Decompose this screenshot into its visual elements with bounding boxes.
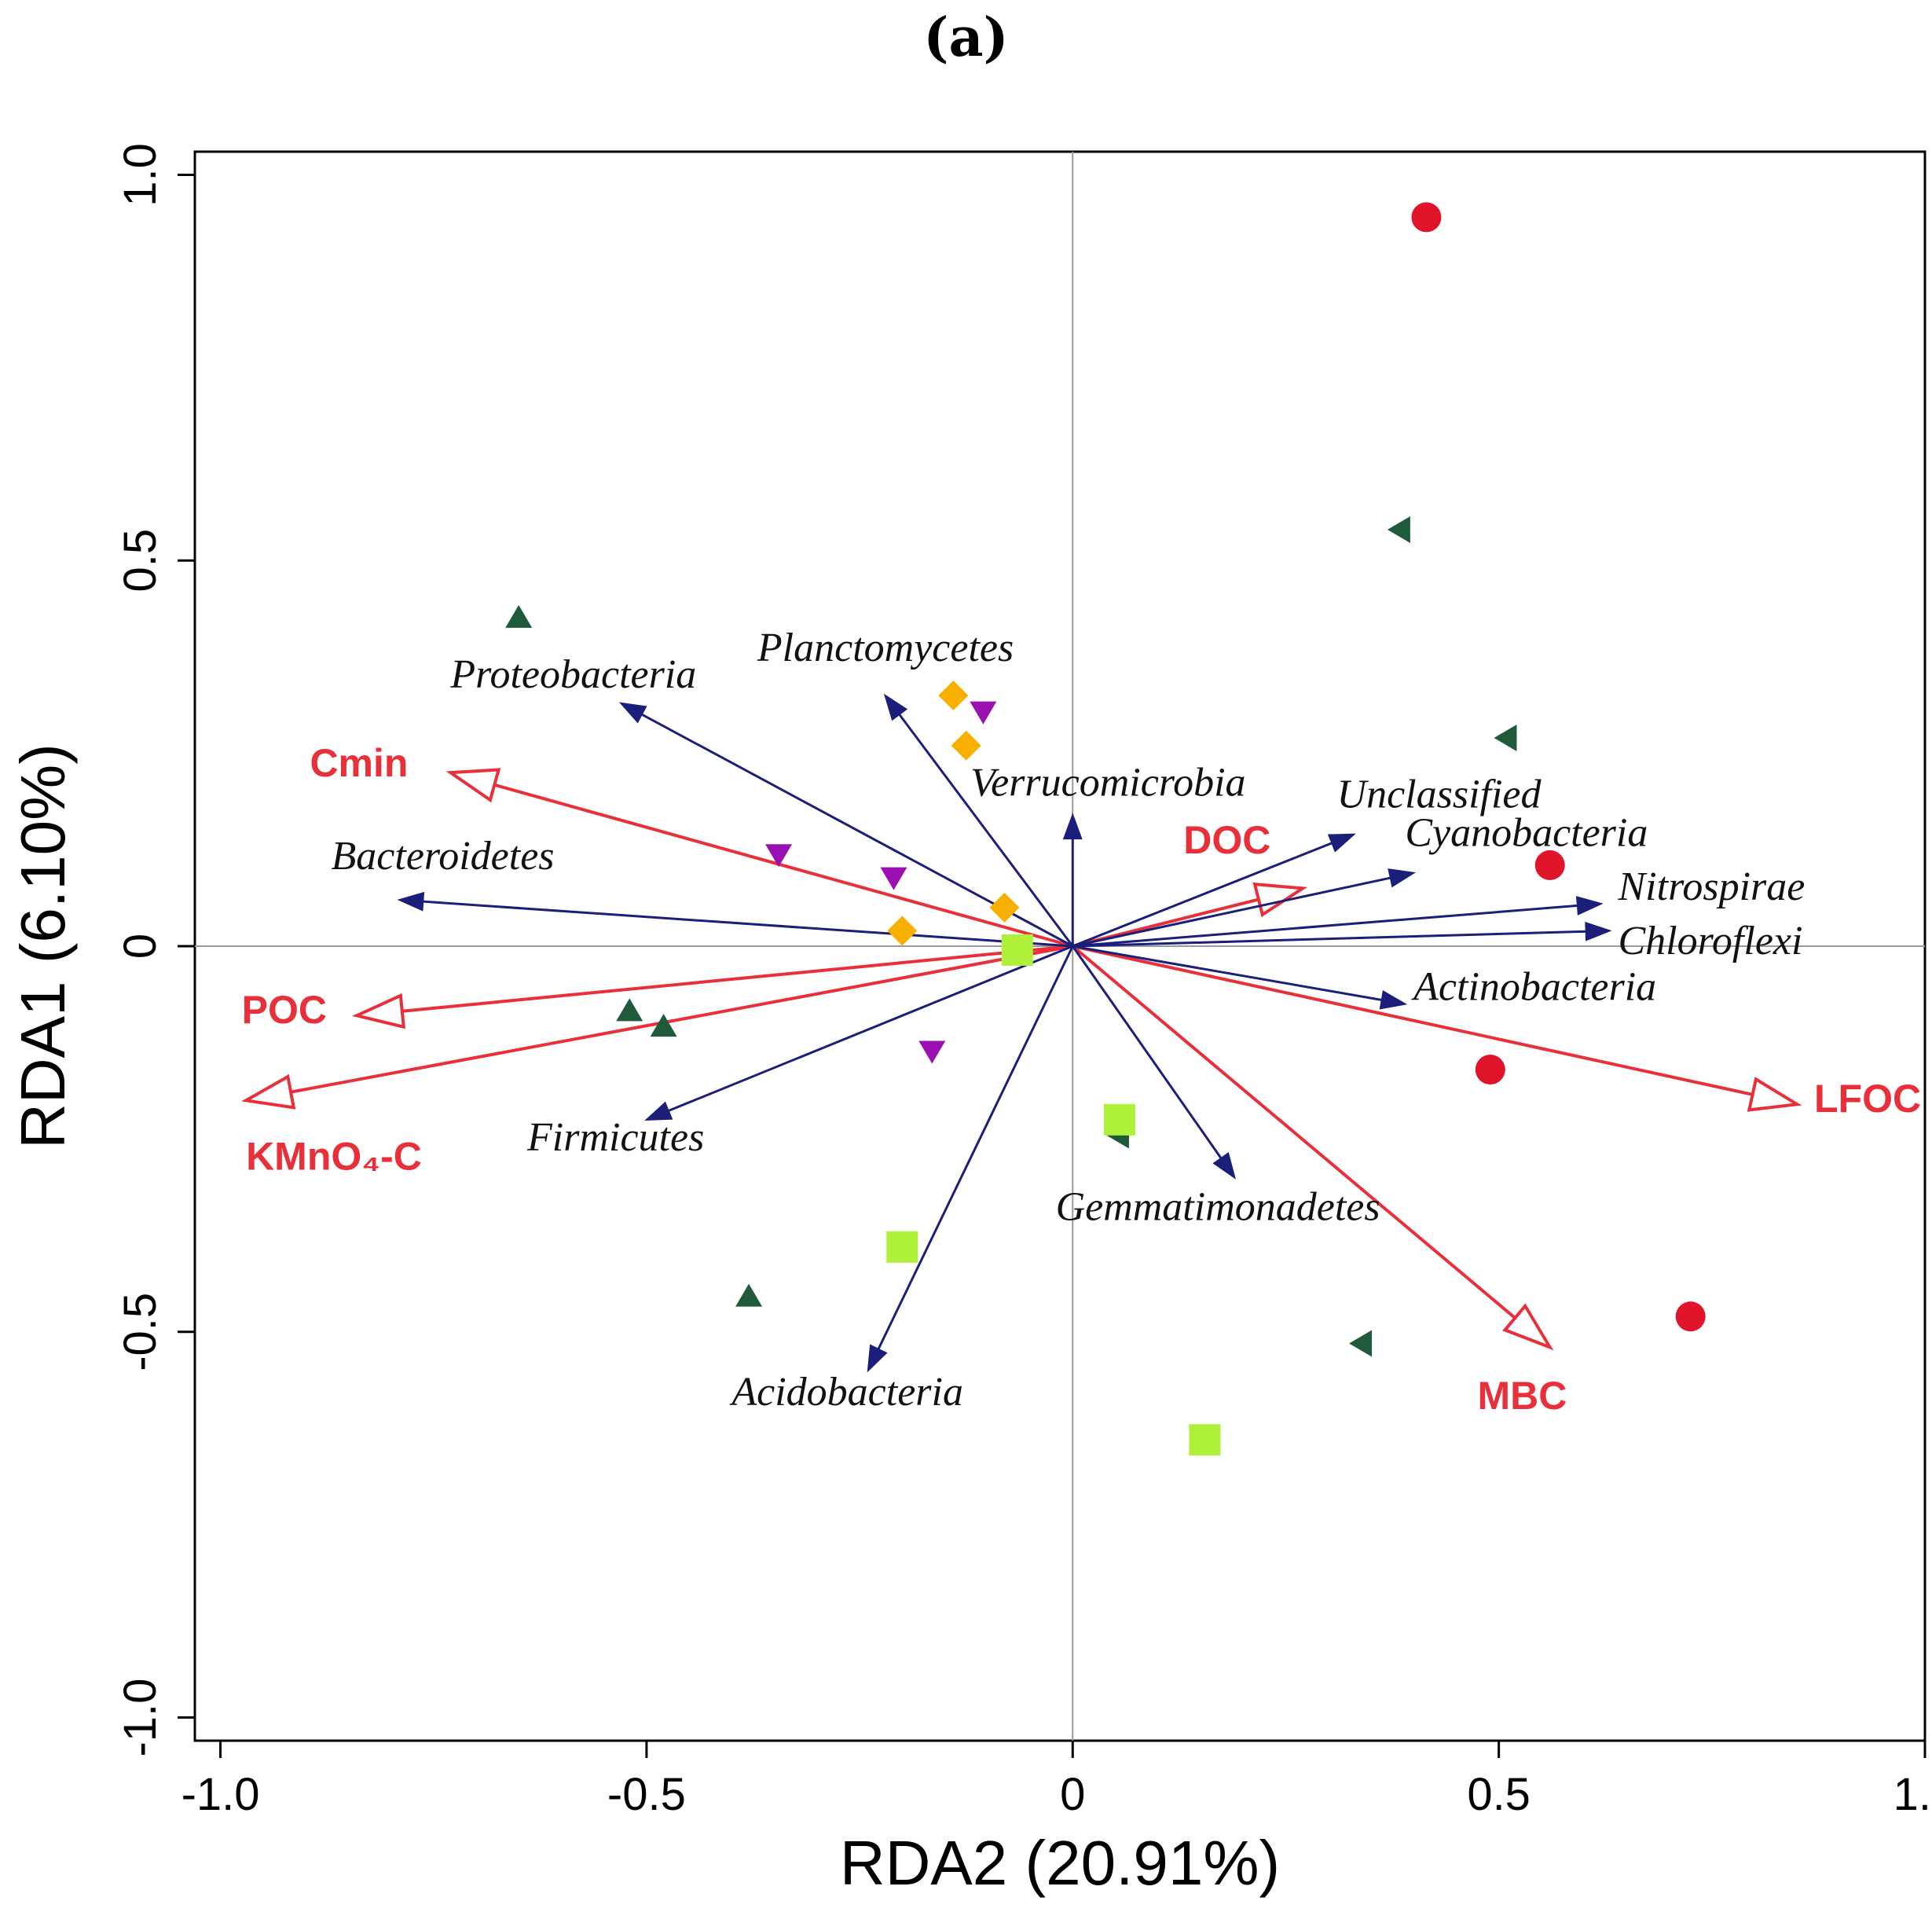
y-tick-label: 0.5 xyxy=(115,529,166,593)
sample-point-lime-squares xyxy=(1001,934,1033,966)
sample-point-purple-triangles-down xyxy=(918,1040,946,1064)
species-arrowhead-Nitrospirae xyxy=(1575,896,1604,916)
x-tick-label: -0.5 xyxy=(607,1769,686,1820)
y-axis-title: RDA1 (6.10%) xyxy=(8,743,78,1149)
env-arrow-POC xyxy=(401,945,1073,1013)
sample-point-purple-triangles-down xyxy=(970,701,997,725)
sample-point-purple-triangles-down xyxy=(765,844,793,868)
species-arrowhead-Bacteroidetes xyxy=(397,891,425,912)
species-label-Verrucomicrobia: Verrucomicrobia xyxy=(970,761,1245,806)
species-label-Nitrospirae: Nitrospirae xyxy=(1617,864,1805,909)
species-label-Unclassified: Unclassified xyxy=(1337,772,1542,817)
sample-point-orange-diamonds xyxy=(887,916,918,946)
sample-point-dark-green-triangles-up xyxy=(505,604,533,628)
sample-point-red-circles xyxy=(1534,850,1565,880)
sample-point-lime-squares xyxy=(1189,1424,1221,1456)
species-label-Firmicutes: Firmicutes xyxy=(526,1115,704,1160)
env-label-KMnO₄-C: KMnO₄-C xyxy=(246,1135,422,1179)
sample-point-red-circles xyxy=(1411,202,1442,233)
sample-point-lime-squares xyxy=(1103,1103,1135,1136)
species-arrow-Cyanobacteria xyxy=(1072,876,1391,948)
sample-point-orange-diamonds xyxy=(951,730,981,761)
species-arrow-Bacteroidetes xyxy=(423,900,1073,948)
env-label-Cmin: Cmin xyxy=(310,741,408,785)
sample-point-purple-triangles-down xyxy=(880,867,907,890)
species-arrowhead-Actinobacteria xyxy=(1379,990,1408,1010)
species-arrowhead-Gemmatimonadetes xyxy=(1212,1151,1237,1180)
species-label-Acidobacteria: Acidobacteria xyxy=(729,1370,963,1415)
y-tick-label: 1.0 xyxy=(115,143,166,207)
species-label-Actinobacteria: Actinobacteria xyxy=(1411,965,1656,1010)
sample-point-dark-green-triangles-up xyxy=(650,1014,677,1037)
env-label-MBC: MBC xyxy=(1478,1374,1567,1418)
env-arrowhead-KMnO₄-C xyxy=(241,1073,296,1110)
env-label-DOC: DOC xyxy=(1183,818,1270,862)
sample-point-dark-green-triangles-up xyxy=(735,1283,763,1307)
species-arrowhead-Acidobacteria xyxy=(867,1344,888,1373)
species-label-Bacteroidetes: Bacteroidetes xyxy=(332,834,555,879)
species-arrowhead-Cyanobacteria xyxy=(1388,868,1417,888)
env-label-POC: POC xyxy=(242,988,327,1032)
species-arrowhead-Planctomycetes xyxy=(883,693,908,721)
species-arrow-Acidobacteria xyxy=(877,945,1074,1350)
species-arrow-Actinobacteria xyxy=(1072,945,1383,1001)
species-arrowhead-Proteobacteria xyxy=(618,702,647,724)
x-tick-label: -1.0 xyxy=(181,1769,260,1820)
species-label-Chloroflexi: Chloroflexi xyxy=(1618,919,1802,963)
sample-point-dark-green-triangles-up xyxy=(616,998,643,1022)
x-tick-label: 0.5 xyxy=(1467,1769,1531,1820)
panel-label: (a) xyxy=(923,6,1009,69)
env-label-LFOC: LFOC xyxy=(1814,1077,1921,1121)
species-arrow-Gemmatimonadetes xyxy=(1072,945,1223,1159)
y-tick-label: 0 xyxy=(115,934,166,959)
sample-point-dark-green-triangles-left xyxy=(1349,1330,1373,1357)
env-arrowhead-LFOC xyxy=(1747,1077,1802,1112)
species-arrowhead-Unclassified xyxy=(1327,833,1356,853)
env-arrow-KMnO₄-C xyxy=(290,945,1073,1094)
env-arrowhead-MBC xyxy=(1502,1303,1554,1351)
species-label-Cyanobacteria: Cyanobacteria xyxy=(1405,810,1648,855)
species-label-Proteobacteria: Proteobacteria xyxy=(449,652,696,697)
env-arrow-LFOC xyxy=(1072,945,1754,1096)
env-arrowhead-POC xyxy=(351,993,406,1029)
sample-point-lime-squares xyxy=(886,1231,918,1263)
x-axis-title: RDA2 (20.91%) xyxy=(840,1828,1280,1898)
env-arrowhead-Cmin xyxy=(445,768,501,803)
sample-point-orange-diamonds xyxy=(989,892,1020,923)
y-tick-label: -0.5 xyxy=(115,1293,166,1371)
x-tick-label: 1.0 xyxy=(1894,1769,1932,1820)
sample-point-orange-diamonds xyxy=(938,680,969,710)
species-arrowhead-Chloroflexi xyxy=(1585,921,1612,941)
sample-point-dark-green-triangles-left xyxy=(1387,516,1410,543)
sample-point-red-circles xyxy=(1675,1301,1706,1332)
sample-point-red-circles xyxy=(1475,1055,1505,1085)
species-arrow-Firmicutes xyxy=(668,945,1073,1112)
env-arrow-Cmin xyxy=(493,783,1073,948)
species-arrowhead-Verrucomicrobia xyxy=(1062,813,1083,840)
env-arrow-MBC xyxy=(1071,945,1516,1319)
species-arrow-Unclassified xyxy=(1072,842,1333,948)
species-arrow-Chloroflexi xyxy=(1072,930,1586,948)
species-arrow-Planctomycetes xyxy=(898,714,1074,947)
x-tick-label: 0 xyxy=(1060,1769,1085,1820)
species-label-Gemmatimonadetes: Gemmatimonadetes xyxy=(1056,1184,1380,1229)
y-tick-label: -1.0 xyxy=(115,1679,166,1757)
species-label-Planctomycetes: Planctomycetes xyxy=(757,626,1014,670)
species-arrow-Nitrospirae xyxy=(1072,904,1578,948)
species-arrowhead-Firmicutes xyxy=(644,1101,673,1121)
sample-point-dark-green-triangles-left xyxy=(1494,724,1517,751)
